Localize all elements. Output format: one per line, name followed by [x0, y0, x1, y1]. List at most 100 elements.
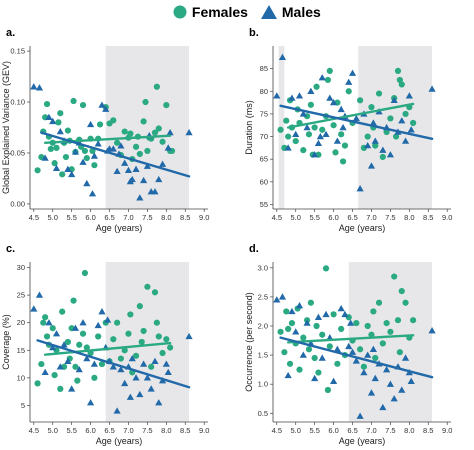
female-data-point: [34, 167, 41, 174]
male-data-point: [121, 379, 129, 387]
female-data-point: [319, 126, 326, 133]
male-data-point: [367, 162, 376, 169]
x-tick-label: 8.5: [423, 426, 433, 435]
female-data-point: [283, 308, 290, 315]
male-data-point: [94, 140, 102, 147]
x-tick-label: 7.5: [142, 426, 152, 435]
x-tick-label: 8.5: [423, 213, 433, 222]
female-data-point: [132, 352, 140, 359]
female-data-point: [55, 119, 62, 126]
female-data-point: [127, 130, 134, 137]
female-data-point: [138, 338, 145, 346]
female-data-point: [151, 289, 159, 296]
male-data-point: [337, 105, 345, 113]
y-tick-label: 25: [17, 291, 25, 300]
female-data-point: [38, 360, 45, 368]
female-data-point: [379, 340, 386, 347]
female-data-point: [159, 349, 166, 357]
male-data-point: [143, 162, 152, 169]
male-data-point: [132, 165, 140, 172]
x-tick-label: 7.5: [385, 213, 395, 222]
female-data-point: [34, 380, 41, 387]
male-data-point: [128, 354, 136, 362]
female-data-point: [144, 147, 151, 155]
male-trend-line: [279, 336, 434, 379]
male-data-point: [94, 321, 102, 329]
y-tick-label: 1.0: [258, 380, 268, 389]
male-data-point: [339, 123, 347, 131]
y-tick-label: 2.0: [258, 322, 268, 331]
male-data-point: [398, 386, 406, 393]
y-tick-label: 2.5: [258, 292, 268, 301]
female-data-point: [110, 336, 117, 343]
female-data-point: [163, 336, 170, 343]
male-data-point: [56, 363, 64, 370]
female-data-point: [368, 331, 375, 338]
female-data-point: [81, 269, 89, 277]
female-data-point: [326, 343, 333, 350]
male-data-point: [318, 354, 326, 361]
male-data-point: [68, 170, 76, 178]
male-data-point: [121, 159, 129, 166]
male-data-point: [347, 319, 355, 326]
male-data-point: [329, 377, 338, 384]
male-data-point: [326, 94, 334, 101]
female-data-point: [79, 330, 87, 337]
male-data-point: [348, 69, 357, 76]
female-data-point: [394, 317, 402, 324]
x-tick-label: 4.5: [29, 426, 39, 435]
male-data-point: [341, 310, 349, 318]
female-data-point: [326, 67, 333, 75]
female-data-point: [364, 322, 371, 330]
male-data-point: [288, 94, 296, 101]
female-trend-line: [43, 341, 172, 356]
female-data-point: [285, 133, 292, 140]
legend-label-females: Females: [191, 4, 248, 21]
y-tick-label: 5: [21, 401, 25, 410]
x-tick-label: 7.0: [366, 426, 376, 435]
x-axis-title: Age (years): [339, 436, 386, 446]
male-data-point: [278, 53, 287, 61]
y-tick-label: 0.10: [10, 98, 25, 107]
female-data-point: [114, 139, 121, 146]
circle-marker-icon: [173, 5, 187, 19]
male-data-point: [45, 113, 53, 121]
male-data-point: [155, 175, 163, 183]
male-data-point: [98, 101, 106, 108]
male-data-point: [352, 114, 360, 122]
male-trend-line: [279, 104, 434, 141]
female-data-point: [144, 283, 151, 290]
male-data-point: [41, 154, 49, 161]
female-data-point: [345, 88, 352, 95]
male-data-point: [371, 137, 379, 144]
male-data-point: [185, 128, 193, 136]
female-data-point: [305, 131, 313, 138]
female-data-point: [159, 138, 166, 145]
female-data-point: [59, 171, 66, 178]
male-data-point: [124, 166, 133, 173]
female-data-point: [127, 311, 134, 318]
male-data-point: [86, 399, 95, 406]
male-data-point: [60, 341, 68, 348]
male-data-point: [314, 139, 323, 147]
y-axis-title: Global Explained Variance (GEV): [1, 61, 11, 194]
male-data-point: [35, 84, 44, 91]
x-tick-label: 7.0: [123, 426, 133, 435]
female-data-point: [163, 101, 170, 109]
male-data-point: [364, 351, 372, 358]
female-data-point: [338, 131, 345, 138]
female-data-point: [383, 128, 390, 136]
male-trend-line: [36, 339, 191, 389]
x-tick-label: 4.5: [29, 213, 39, 222]
female-data-point: [391, 273, 398, 280]
y-tick-label: 0.05: [10, 148, 25, 157]
y-tick-label: 70: [260, 132, 268, 141]
male-data-point: [155, 399, 163, 406]
female-data-point: [334, 360, 341, 367]
male-data-point: [333, 137, 341, 144]
y-tick-label: 80: [260, 87, 268, 96]
male-data-point: [83, 354, 91, 362]
female-trend-line: [43, 134, 172, 144]
female-data-point: [307, 299, 314, 306]
x-tick-label: 6.0: [328, 426, 338, 435]
